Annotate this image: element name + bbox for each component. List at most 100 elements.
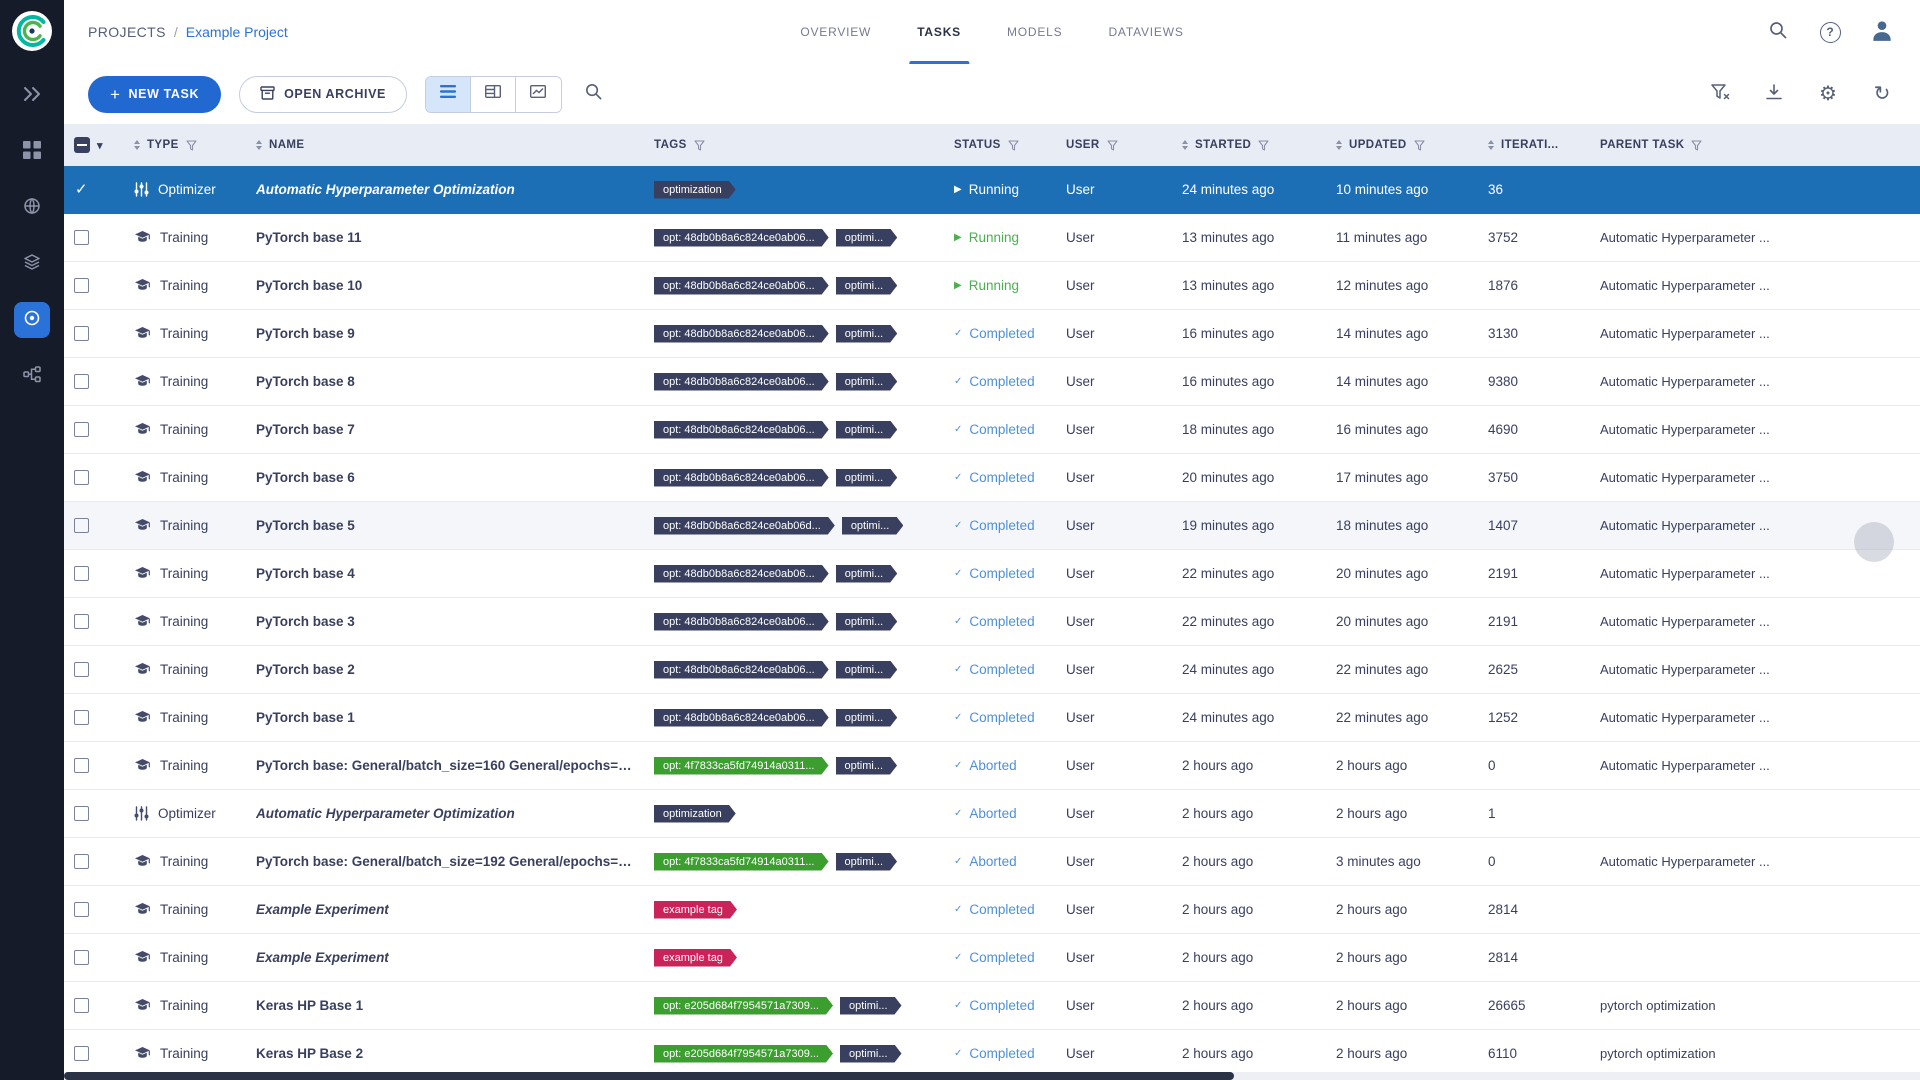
sort-icon[interactable] (1488, 140, 1494, 150)
horizontal-scrollbar-thumb[interactable] (64, 1072, 1234, 1080)
task-name[interactable]: Keras HP Base 2 (256, 1046, 363, 1061)
table-row[interactable]: Optimizer Automatic Hyperparameter Optim… (64, 166, 1920, 214)
filter-icon[interactable] (1008, 140, 1019, 151)
header-iterations[interactable]: ITERATI... (1478, 139, 1590, 151)
task-parent[interactable]: Automatic Hyperparameter ... (1590, 854, 1920, 869)
filter-icon[interactable] (1414, 140, 1425, 151)
sidebar-item-datasets[interactable] (14, 246, 50, 282)
header-select-all[interactable]: ▾ (64, 137, 124, 153)
filter-icon[interactable] (1258, 140, 1269, 151)
task-name[interactable]: Example Experiment (256, 950, 389, 965)
task-parent[interactable]: Automatic Hyperparameter ... (1590, 278, 1920, 293)
task-name[interactable]: PyTorch base 3 (256, 614, 355, 629)
row-checkbox[interactable] (74, 662, 89, 677)
table-row[interactable]: Training PyTorch base: General/batch_siz… (64, 838, 1920, 886)
table-row[interactable]: Training PyTorch base 8 opt: 48db0b8a6c8… (64, 358, 1920, 406)
table-row[interactable]: Training Keras HP Base 1 opt: e205d684f7… (64, 982, 1920, 1030)
task-name[interactable]: PyTorch base 5 (256, 518, 355, 533)
new-task-button[interactable]: + NEW TASK (88, 76, 221, 113)
row-checkbox[interactable] (74, 230, 89, 245)
header-user[interactable]: USER (1056, 139, 1172, 151)
task-parent[interactable]: Automatic Hyperparameter ... (1590, 758, 1920, 773)
task-name[interactable]: PyTorch base 11 (256, 230, 362, 245)
task-parent[interactable]: Automatic Hyperparameter ... (1590, 470, 1920, 485)
download-button[interactable] (1760, 80, 1788, 108)
filter-icon[interactable] (1691, 140, 1702, 151)
table-row[interactable]: Training Example Experiment example tag … (64, 886, 1920, 934)
task-name[interactable]: PyTorch base 9 (256, 326, 355, 341)
clearml-logo[interactable] (11, 10, 53, 52)
breadcrumb-current-project[interactable]: Example Project (186, 24, 288, 40)
clear-filters-button[interactable] (1706, 80, 1734, 108)
help-button[interactable]: ? (1816, 18, 1844, 46)
user-avatar[interactable] (1868, 18, 1896, 46)
table-row[interactable]: Training PyTorch base: General/batch_siz… (64, 742, 1920, 790)
header-started[interactable]: STARTED (1172, 139, 1326, 151)
table-row[interactable]: Training Keras HP Base 2 opt: e205d684f7… (64, 1030, 1920, 1078)
table-search-button[interactable] (580, 80, 608, 108)
sort-icon[interactable] (134, 140, 140, 150)
table-row[interactable]: Training Example Experiment example tag … (64, 934, 1920, 982)
table-row[interactable]: Training PyTorch base 10 opt: 48db0b8a6c… (64, 262, 1920, 310)
table-row[interactable]: Training PyTorch base 7 opt: 48db0b8a6c8… (64, 406, 1920, 454)
sort-icon[interactable] (1182, 140, 1188, 150)
row-checkbox[interactable] (74, 422, 89, 437)
row-checkbox[interactable] (74, 1046, 89, 1061)
auto-refresh-button[interactable]: ↻ (1868, 80, 1896, 108)
task-name[interactable]: Automatic Hyperparameter Optimization (256, 806, 515, 821)
row-checkbox[interactable] (74, 518, 89, 533)
task-name[interactable]: Keras HP Base 1 (256, 998, 363, 1013)
row-checkbox[interactable] (74, 278, 89, 293)
row-checkbox[interactable] (74, 614, 89, 629)
task-name[interactable]: PyTorch base: General/batch_size=160 Gen… (256, 758, 634, 773)
task-parent[interactable]: Automatic Hyperparameter ... (1590, 374, 1920, 389)
task-name[interactable]: PyTorch base 7 (256, 422, 355, 437)
split-view-button[interactable] (471, 77, 516, 112)
task-name[interactable]: PyTorch base: General/batch_size=192 Gen… (256, 854, 634, 869)
task-name[interactable]: PyTorch base 1 (256, 710, 355, 725)
settings-button[interactable]: ⚙ (1814, 80, 1842, 108)
chevron-down-icon[interactable]: ▾ (97, 139, 103, 152)
task-name[interactable]: PyTorch base 10 (256, 278, 362, 293)
header-tags[interactable]: TAGS (644, 139, 944, 151)
row-checkbox[interactable] (74, 998, 89, 1013)
compare-view-button[interactable] (516, 77, 561, 112)
row-checkbox[interactable] (74, 326, 89, 341)
task-name[interactable]: PyTorch base 4 (256, 566, 355, 581)
tab-models[interactable]: MODELS (989, 0, 1080, 64)
floating-scroll-button[interactable] (1854, 522, 1894, 562)
table-row[interactable]: Training PyTorch base 6 opt: 48db0b8a6c8… (64, 454, 1920, 502)
task-name[interactable]: PyTorch base 6 (256, 470, 355, 485)
table-row[interactable]: Training PyTorch base 5 opt: 48db0b8a6c8… (64, 502, 1920, 550)
sidebar-item-dashboard[interactable] (14, 134, 50, 170)
header-status[interactable]: STATUS (944, 139, 1056, 151)
tab-dataviews[interactable]: DATAVIEWS (1090, 0, 1201, 64)
table-row[interactable]: Training PyTorch base 1 opt: 48db0b8a6c8… (64, 694, 1920, 742)
table-row[interactable]: Training PyTorch base 11 opt: 48db0b8a6c… (64, 214, 1920, 262)
filter-icon[interactable] (694, 140, 705, 151)
task-parent[interactable]: Automatic Hyperparameter ... (1590, 662, 1920, 677)
task-name[interactable]: Example Experiment (256, 902, 389, 917)
header-parent-task[interactable]: PARENT TASK (1590, 139, 1920, 151)
row-checkbox[interactable] (74, 902, 89, 917)
task-parent[interactable]: pytorch optimization (1590, 1046, 1920, 1061)
table-row[interactable]: Training PyTorch base 2 opt: 48db0b8a6c8… (64, 646, 1920, 694)
table-view-button[interactable] (426, 77, 471, 112)
task-parent[interactable]: Automatic Hyperparameter ... (1590, 422, 1920, 437)
select-all-checkbox[interactable] (74, 137, 90, 153)
table-row[interactable]: Training PyTorch base 4 opt: 48db0b8a6c8… (64, 550, 1920, 598)
row-checkbox[interactable] (74, 182, 89, 197)
task-parent[interactable]: Automatic Hyperparameter ... (1590, 710, 1920, 725)
table-row[interactable]: Training PyTorch base 3 opt: 48db0b8a6c8… (64, 598, 1920, 646)
row-checkbox[interactable] (74, 854, 89, 869)
task-parent[interactable]: pytorch optimization (1590, 998, 1920, 1013)
row-checkbox[interactable] (74, 806, 89, 821)
row-checkbox[interactable] (74, 710, 89, 725)
tab-overview[interactable]: OVERVIEW (782, 0, 889, 64)
filter-icon[interactable] (1107, 140, 1118, 151)
global-search-button[interactable] (1764, 18, 1792, 46)
open-archive-button[interactable]: OPEN ARCHIVE (239, 76, 407, 113)
row-checkbox[interactable] (74, 374, 89, 389)
task-parent[interactable]: Automatic Hyperparameter ... (1590, 230, 1920, 245)
task-parent[interactable]: Automatic Hyperparameter ... (1590, 566, 1920, 581)
